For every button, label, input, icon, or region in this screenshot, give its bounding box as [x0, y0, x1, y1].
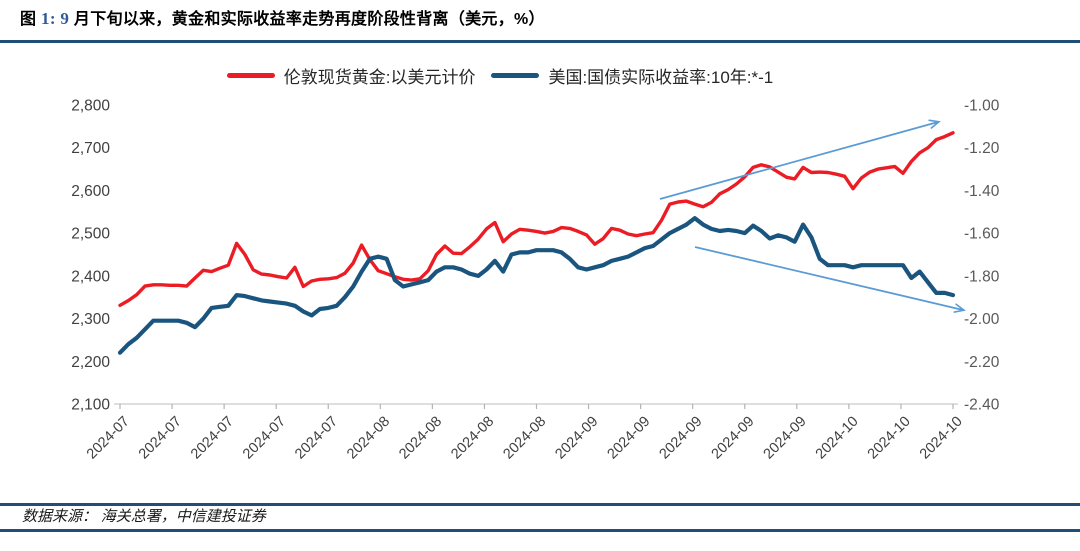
left-tick-label: 2,100	[71, 397, 110, 414]
gold-uptrend-arrow	[659, 119, 941, 200]
x-axis-ticks: 2024-07 2024-07 2024-07 2024-07 2024-07 2024-…	[84, 404, 966, 462]
right-tick-label: -1.00	[964, 98, 1000, 115]
x-tick-label: 2024-07	[84, 414, 133, 463]
chart-svg: 2024-07 2024-07 2024-07 2024-07 2024-07 2024-…	[71, 98, 1000, 463]
x-tick-label: 2024-10	[813, 414, 862, 463]
left-tick-label: 2,800	[71, 98, 110, 115]
right-tick-label: -1.40	[964, 183, 1000, 200]
x-tick-label: 2024-10	[865, 414, 914, 463]
x-tick-label: 2024-08	[344, 414, 393, 463]
x-tick-label: 2024-09	[761, 414, 810, 463]
chart-area: 伦敦现货黄金:以美元计价 美国:国债实际收益率:10年:*-1 2024-07 2…	[0, 43, 1080, 503]
legend-item-yield: 美国:国债实际收益率:10年:*-1	[491, 63, 773, 88]
figure-title-text: 月下旬以来，黄金和实际收益率走势再度阶段性背离（美元，%）	[69, 11, 545, 28]
footer-divider-bottom	[0, 529, 1080, 532]
right-tick-label: -2.20	[964, 354, 1000, 371]
x-tick-label: 2024-09	[709, 414, 758, 463]
yield-downtrend-arrow	[694, 246, 966, 313]
x-tick-label: 2024-08	[448, 414, 497, 463]
title-divider	[0, 40, 1080, 43]
x-tick-label: 2024-08	[396, 414, 445, 463]
x-tick-label: 2024-09	[657, 414, 706, 463]
legend-label-gold: 伦敦现货黄金:以美元计价	[283, 68, 476, 87]
figure-title-number: 1: 9	[41, 9, 70, 28]
left-tick-label: 2,300	[71, 311, 110, 328]
left-tick-label: 2,400	[71, 268, 110, 285]
x-tick-label: 2024-07	[292, 414, 341, 463]
x-tick-label: 2024-08	[500, 414, 549, 463]
footer-divider-top	[0, 503, 1080, 506]
x-tick-label: 2024-10	[917, 414, 966, 463]
yield-line-swatch	[491, 73, 540, 78]
right-tick-label: -2.00	[964, 311, 1000, 328]
chart-legend: 伦敦现货黄金:以美元计价 美国:国债实际收益率:10年:*-1	[0, 63, 1000, 88]
left-axis-labels: 2,800 2,700 2,600 2,500 2,400 2,300 2,200 2,100	[71, 98, 110, 414]
figure-title: 图 1: 9 月下旬以来，黄金和实际收益率走势再度阶段性背离（美元，%）	[0, 0, 1080, 31]
yield-series-line	[117, 216, 956, 355]
left-tick-label: 2,600	[71, 183, 110, 200]
x-tick-label: 2024-07	[188, 414, 237, 463]
right-tick-label: -1.80	[964, 268, 1000, 285]
gold-series-line	[118, 131, 955, 307]
right-tick-label: -1.20	[964, 140, 1000, 157]
data-source: 数据来源： 海关总署，中信建投证券	[22, 509, 266, 525]
figure-footer: 数据来源： 海关总署，中信建投证券	[0, 503, 1080, 532]
left-tick-label: 2,700	[71, 140, 110, 157]
x-tick-label: 2024-09	[605, 414, 654, 463]
legend-label-yield: 美国:国债实际收益率:10年:*-1	[548, 68, 774, 87]
figure-title-prefix: 图	[20, 11, 42, 28]
x-tick-label: 2024-07	[240, 414, 289, 463]
right-tick-label: -1.60	[964, 226, 1000, 243]
gold-line-swatch	[226, 73, 275, 78]
x-tick-label: 2024-07	[136, 414, 185, 463]
left-tick-label: 2,200	[71, 354, 110, 371]
legend-item-gold: 伦敦现货黄金:以美元计价	[226, 63, 476, 88]
x-tick-label: 2024-09	[552, 414, 601, 463]
right-tick-label: -2.40	[964, 397, 1000, 414]
left-tick-label: 2,500	[71, 226, 110, 243]
right-axis-labels: -1.00 -1.20 -1.40 -1.60 -1.80 -2.00 -2.20 -2.40	[964, 98, 1000, 414]
